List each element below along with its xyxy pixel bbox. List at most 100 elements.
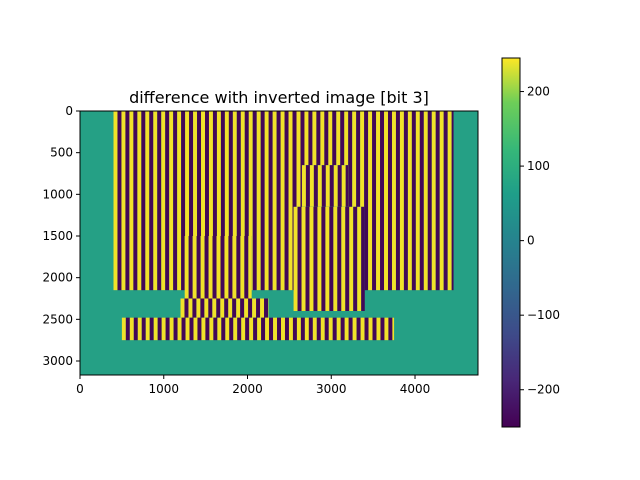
x-tick-label: 2000 (232, 382, 263, 396)
stripe (306, 207, 310, 311)
stripe (341, 207, 345, 311)
stripe (201, 318, 205, 341)
stripe (297, 318, 301, 341)
stripe (302, 165, 306, 207)
stripe (338, 165, 342, 207)
stripe (357, 318, 361, 341)
stripe (269, 111, 273, 290)
stripe (326, 165, 330, 207)
stripe (165, 111, 169, 290)
stripe (241, 318, 245, 341)
stripe (154, 318, 158, 341)
stripe (209, 318, 213, 341)
stripe (333, 207, 337, 311)
stripe (273, 318, 277, 341)
x-axis: 0 1000 2000 3000 4000 (76, 375, 430, 396)
stripe (337, 207, 341, 311)
stripe (341, 318, 345, 341)
region-right-figure-body (294, 207, 365, 311)
stripe (369, 318, 373, 341)
stripe (174, 318, 178, 341)
stripe (372, 111, 376, 290)
stripe (221, 318, 225, 341)
region-front-bar (122, 318, 394, 341)
stripe (361, 207, 365, 311)
stripe (265, 318, 269, 341)
stripe (177, 111, 181, 290)
stripe (162, 318, 166, 341)
colorbar-tick-label: 0 (527, 234, 535, 248)
stripe (353, 207, 357, 311)
stripe (349, 318, 353, 341)
stripe (373, 318, 377, 341)
stripe (400, 111, 404, 290)
stripe (186, 318, 190, 341)
stripe (158, 318, 162, 341)
stripe (337, 318, 341, 341)
stripe (281, 318, 285, 341)
stripe (325, 207, 329, 311)
stripe (353, 318, 357, 341)
stripe (126, 318, 130, 341)
stripe (305, 318, 309, 341)
stripe (345, 318, 349, 341)
stripe (345, 207, 349, 311)
stripe (329, 207, 333, 311)
y-tick-label: 0 (65, 104, 73, 118)
stripe (448, 111, 452, 290)
chart-title: difference with inverted image [bit 3] (129, 88, 429, 107)
stripe (257, 318, 261, 341)
y-tick-label: 1000 (42, 187, 73, 201)
stripe (217, 318, 221, 341)
stripe (313, 207, 317, 311)
stripe (253, 318, 257, 341)
stripe (384, 318, 388, 341)
stripe (314, 165, 318, 207)
stripe (261, 111, 265, 290)
y-tick-label: 3000 (42, 354, 73, 368)
stripe (249, 318, 253, 341)
stripe (293, 318, 297, 341)
stripe (325, 318, 329, 341)
stripe (404, 111, 408, 290)
stripe (285, 318, 289, 341)
stripe (349, 207, 353, 311)
stripe (329, 318, 333, 341)
stripe (253, 111, 257, 290)
stripe (384, 111, 388, 290)
stripe (153, 111, 157, 290)
stripe (321, 207, 325, 311)
stripe (114, 111, 118, 290)
stripe (142, 318, 146, 341)
stripe (225, 318, 229, 341)
colorbar-tick-label: −200 (527, 383, 560, 397)
heatmap-plot (80, 111, 478, 375)
stripe (444, 111, 448, 290)
stripe (273, 111, 277, 290)
stripe (302, 207, 306, 311)
stripe (157, 111, 161, 290)
stripe (368, 111, 372, 290)
stripe (318, 165, 322, 207)
stripe (376, 318, 380, 341)
stripe (334, 165, 338, 207)
stripe (436, 111, 440, 290)
x-tick-label: 1000 (148, 382, 179, 396)
stripe (388, 111, 392, 290)
x-tick-label: 0 (76, 382, 84, 396)
colorbar-tick-label: −100 (527, 308, 560, 322)
stripe (125, 111, 129, 290)
stripe (130, 318, 134, 341)
stripe (361, 318, 365, 341)
stripe (129, 111, 133, 290)
stripe (197, 318, 201, 341)
stripe (150, 318, 154, 341)
stripe (237, 318, 241, 341)
stripe (277, 111, 281, 290)
stripe (392, 318, 394, 341)
stripe (412, 111, 416, 290)
stripe (452, 111, 454, 290)
stripe (392, 111, 396, 290)
stripe (309, 207, 313, 311)
